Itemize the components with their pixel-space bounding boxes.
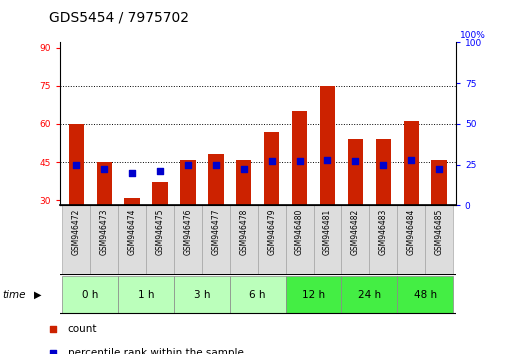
Bar — [285, 205, 313, 274]
Point — [295, 159, 304, 164]
Text: GSM946473: GSM946473 — [100, 209, 109, 255]
Bar — [369, 205, 397, 274]
Text: 100%: 100% — [460, 31, 486, 40]
Text: 0 h: 0 h — [82, 290, 98, 300]
Text: GSM946481: GSM946481 — [323, 209, 332, 255]
Point — [379, 162, 387, 167]
Bar — [146, 205, 174, 274]
Text: GSM946476: GSM946476 — [183, 209, 193, 255]
Text: 12 h: 12 h — [302, 290, 325, 300]
Bar — [90, 205, 118, 274]
Bar — [118, 205, 146, 274]
Text: 6 h: 6 h — [250, 290, 266, 300]
Bar — [124, 198, 140, 205]
Bar — [320, 86, 335, 205]
Bar — [341, 276, 397, 313]
Text: GDS5454 / 7975702: GDS5454 / 7975702 — [49, 11, 189, 25]
Bar — [258, 205, 285, 274]
Text: GSM946479: GSM946479 — [267, 209, 276, 255]
Bar — [348, 139, 363, 205]
Bar — [208, 154, 224, 205]
Bar — [180, 160, 196, 205]
Bar — [152, 182, 168, 205]
Point — [212, 162, 220, 167]
Bar — [96, 162, 112, 205]
Point — [184, 162, 192, 167]
Text: GSM946475: GSM946475 — [155, 209, 165, 255]
Bar — [230, 276, 285, 313]
Bar — [397, 276, 453, 313]
Point — [435, 167, 443, 172]
Point — [351, 159, 359, 164]
Text: time: time — [3, 290, 26, 300]
Text: GSM946474: GSM946474 — [127, 209, 137, 255]
Text: 3 h: 3 h — [194, 290, 210, 300]
Point — [407, 157, 415, 162]
Text: 24 h: 24 h — [358, 290, 381, 300]
Bar — [292, 111, 307, 205]
Bar — [341, 205, 369, 274]
Bar — [236, 160, 251, 205]
Point — [323, 157, 332, 162]
Text: ▶: ▶ — [34, 290, 41, 300]
Text: GSM946477: GSM946477 — [211, 209, 220, 255]
Text: GSM946484: GSM946484 — [407, 209, 415, 255]
Point — [128, 170, 136, 176]
Point — [267, 159, 276, 164]
Point — [240, 167, 248, 172]
Text: GSM946478: GSM946478 — [239, 209, 248, 255]
Bar — [62, 205, 90, 274]
Bar — [397, 205, 425, 274]
Text: 1 h: 1 h — [138, 290, 154, 300]
Bar — [404, 121, 419, 205]
Point — [285, 260, 294, 266]
Bar — [313, 205, 341, 274]
Bar — [376, 139, 391, 205]
Text: 48 h: 48 h — [413, 290, 437, 300]
Bar — [264, 132, 279, 205]
Text: GSM946485: GSM946485 — [435, 209, 443, 255]
Text: GSM946472: GSM946472 — [72, 209, 81, 255]
Bar — [62, 276, 118, 313]
Point — [100, 167, 108, 172]
Bar — [174, 276, 230, 313]
Text: percentile rank within the sample: percentile rank within the sample — [67, 348, 243, 354]
Bar — [425, 205, 453, 274]
Bar — [174, 205, 202, 274]
Bar — [69, 124, 84, 205]
Text: GSM946482: GSM946482 — [351, 209, 360, 255]
Bar — [285, 276, 341, 313]
Point — [285, 47, 294, 53]
Text: GSM946480: GSM946480 — [295, 209, 304, 255]
Bar — [202, 205, 230, 274]
Text: count: count — [67, 324, 97, 334]
Text: GSM946483: GSM946483 — [379, 209, 388, 255]
Point — [156, 168, 164, 174]
Bar — [431, 160, 447, 205]
Bar — [118, 276, 174, 313]
Point — [72, 162, 80, 167]
Bar — [230, 205, 258, 274]
